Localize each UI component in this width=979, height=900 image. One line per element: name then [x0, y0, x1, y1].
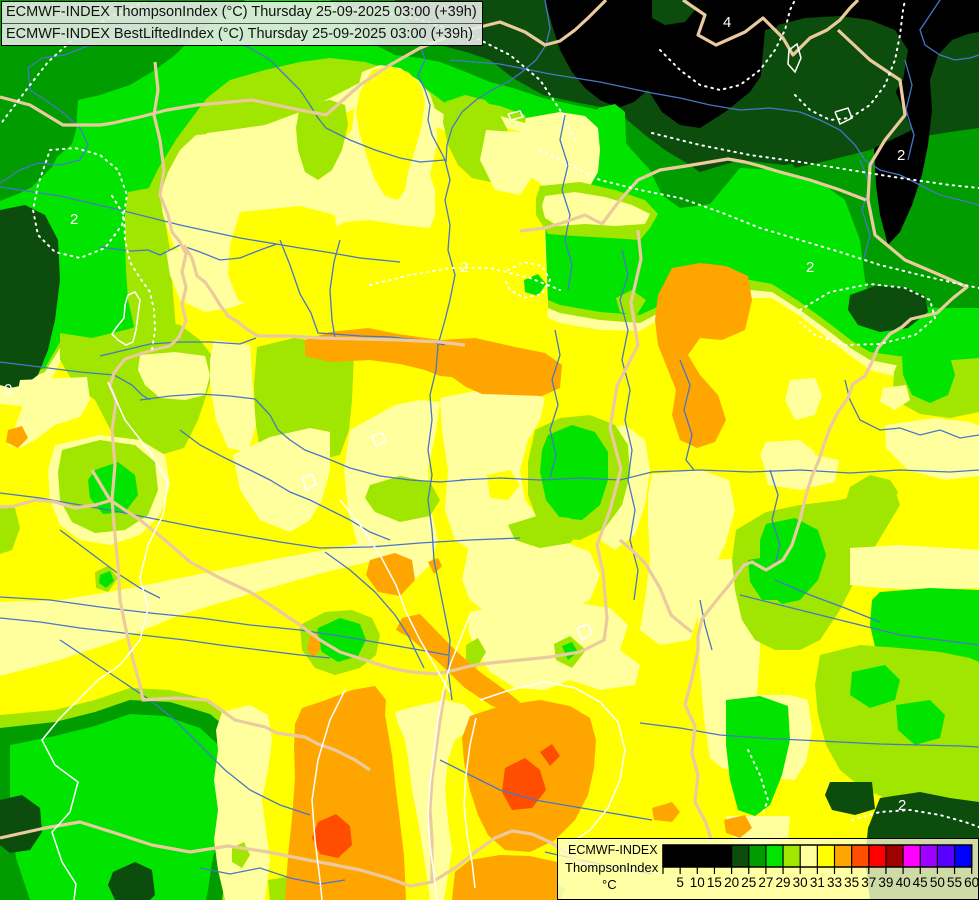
svg-text:2: 2 — [70, 211, 78, 228]
svg-text:0: 0 — [4, 381, 12, 398]
svg-text:2: 2 — [897, 147, 905, 164]
svg-text:4: 4 — [723, 14, 731, 31]
svg-text:2: 2 — [898, 797, 906, 814]
svg-text:2: 2 — [806, 259, 814, 276]
svg-text:2: 2 — [460, 259, 468, 276]
